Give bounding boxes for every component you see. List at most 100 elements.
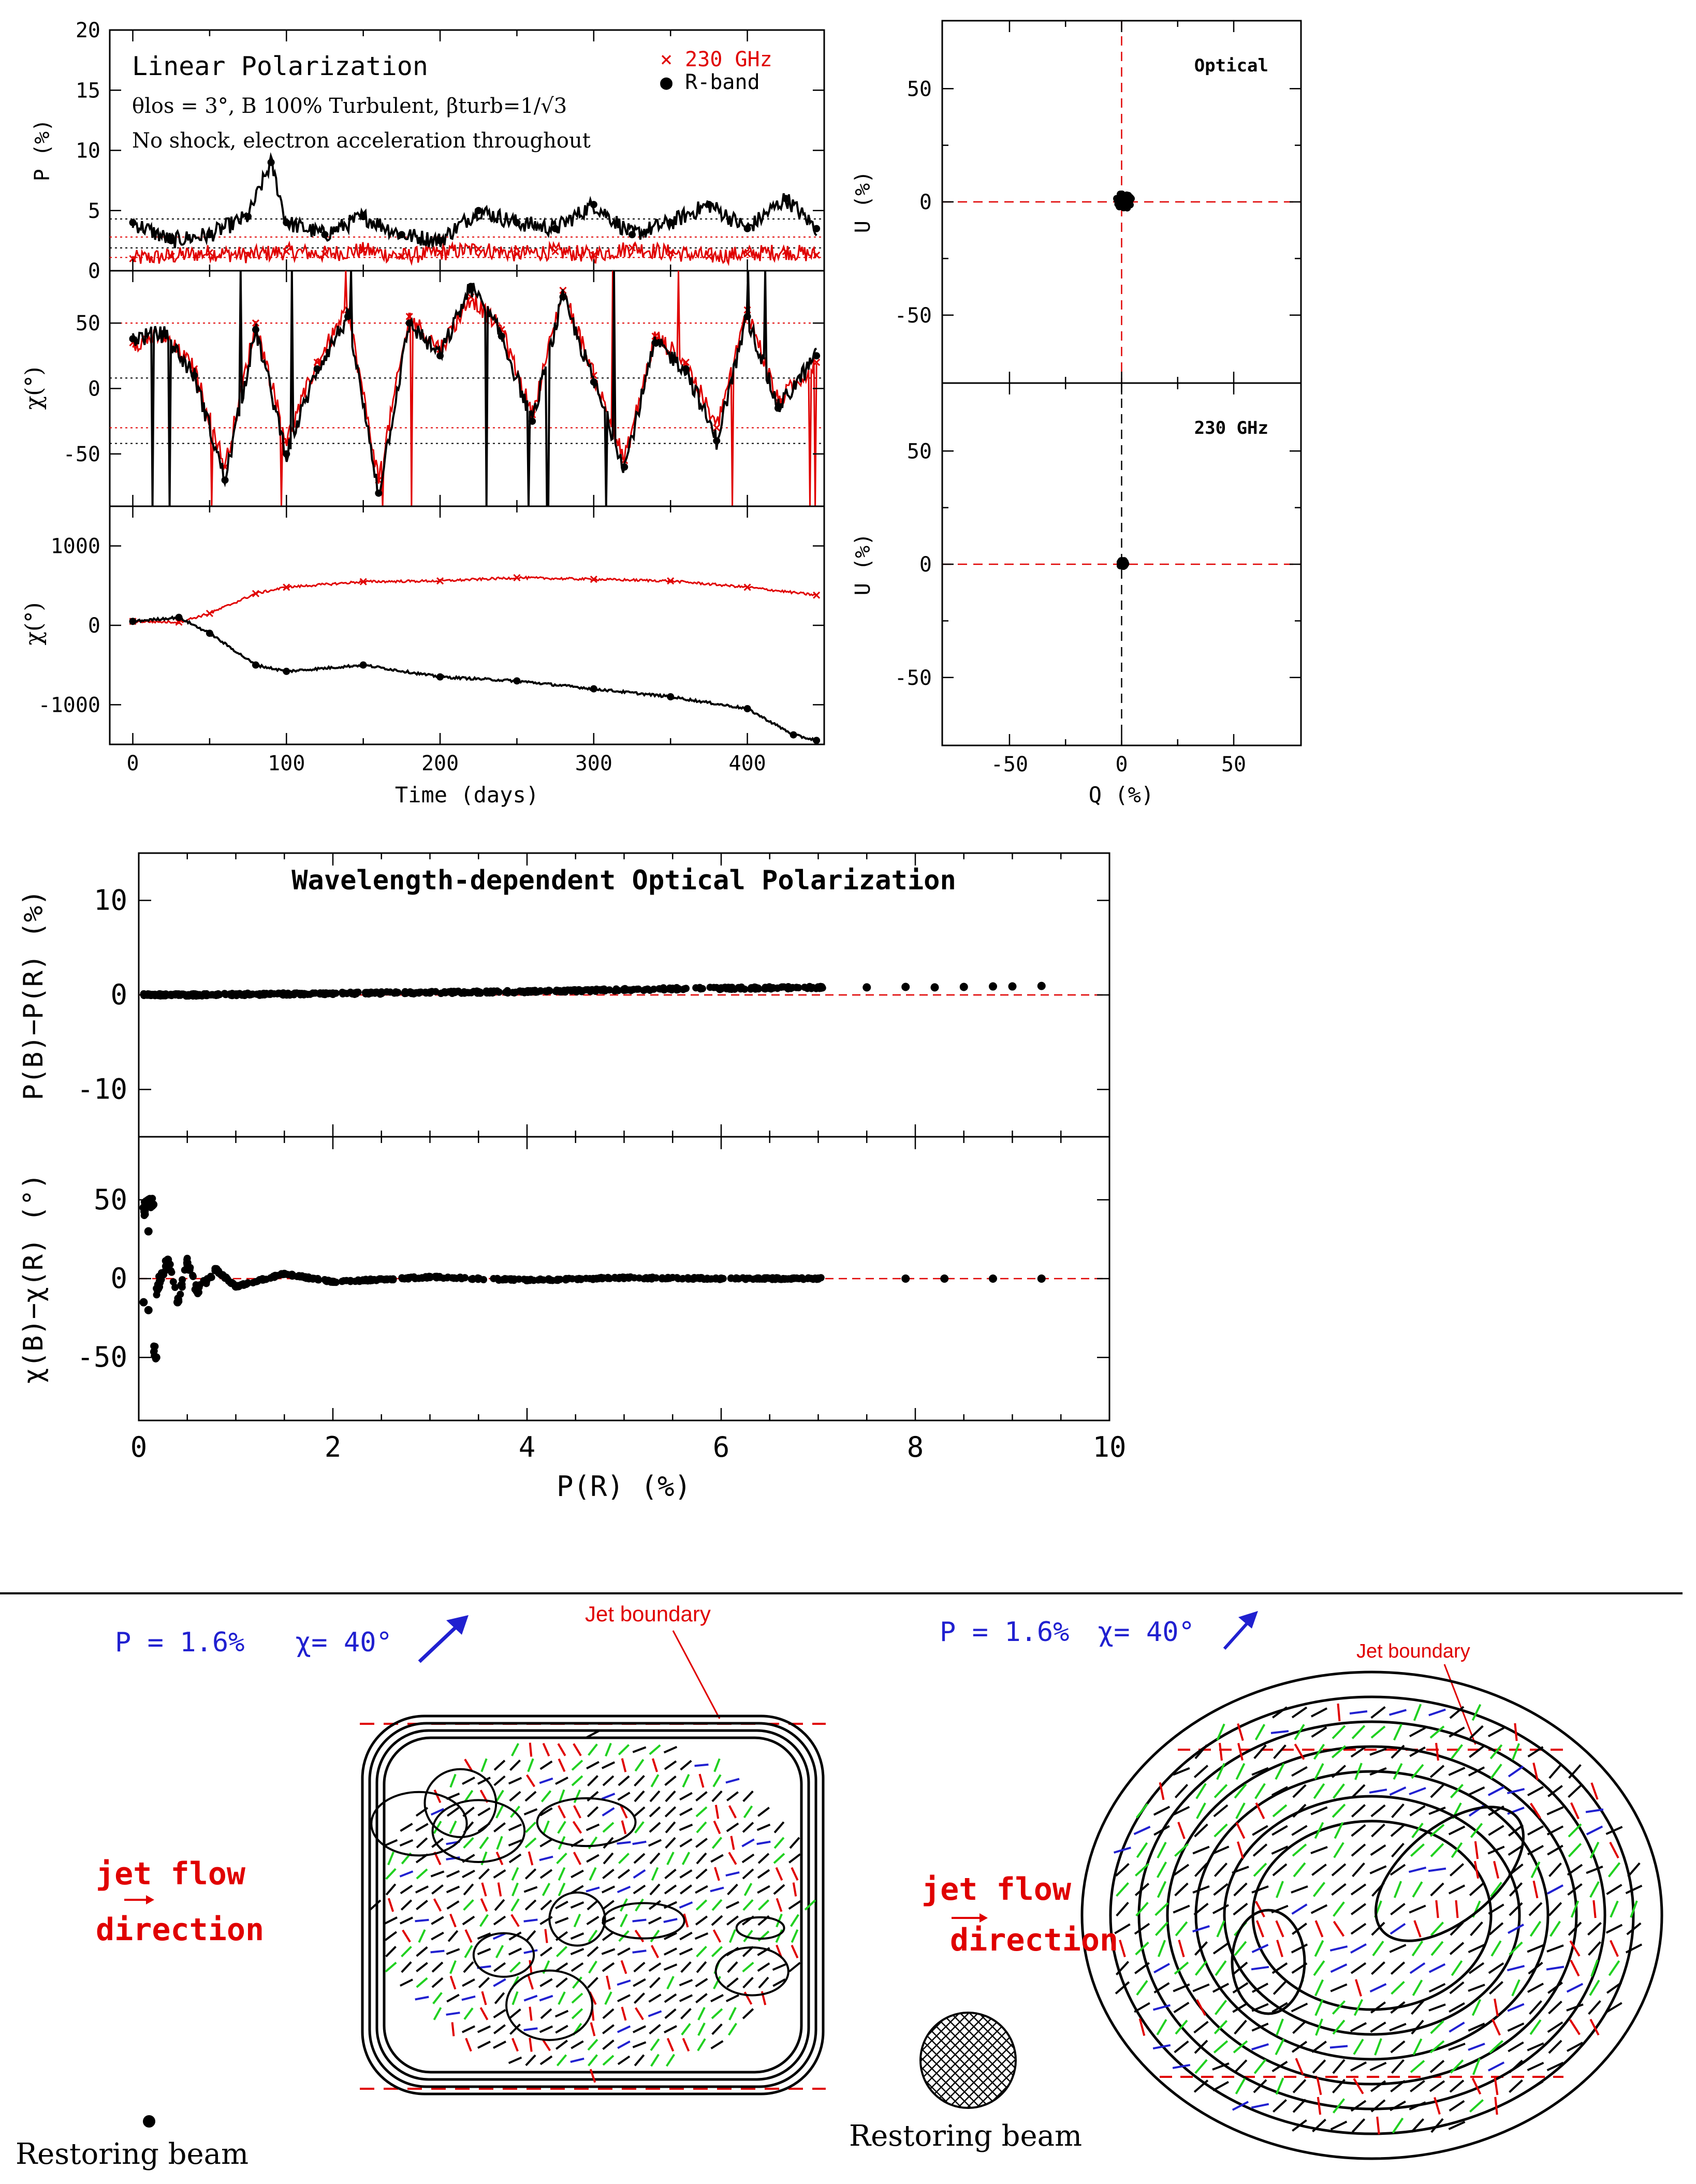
data-point [681,985,689,993]
polarization-vector [415,1885,429,1894]
polarization-vector [741,1838,755,1848]
polarization-vector [416,1868,428,1880]
polarization-vector [680,1961,692,1973]
polarization-vector [572,1821,582,1834]
polarization-vector [1253,1744,1267,1760]
polarization-vector [539,1946,553,1957]
polarization-vector [493,1915,506,1926]
panel-frame [109,505,825,745]
polarization-vector [634,1790,645,1802]
polarization-vector [1390,2040,1406,2054]
polarization-vector [508,1947,522,1956]
polarization-vector [1332,2059,1346,2074]
data-point [231,990,240,999]
data-point [252,319,259,327]
polarization-vector [539,2055,553,2065]
polarization-vector [1213,2020,1228,2034]
polarization-vector [555,1776,568,1785]
polarization-vector [555,1900,568,1910]
data-point [515,1276,523,1283]
data-point [191,372,198,379]
data-point [682,358,690,367]
data-point [129,219,137,226]
polarization-vector [1413,1920,1422,1938]
p-ylabel: P (%) [31,119,54,181]
data-point [513,219,521,226]
x-tick-label: 50 [1221,753,1246,776]
data-point [315,1276,323,1284]
polarization-vector [509,2024,521,2035]
polarization-vector [1429,1824,1445,1837]
polarization-vector [1271,1962,1288,1974]
polarization-vector [1310,1707,1328,1718]
polarization-vector [571,1962,584,1972]
polarization-vector [1527,1825,1544,1836]
polarization-vector [539,1869,553,1879]
polarization-vector [400,1899,413,1911]
polarization-vector [1509,2059,1523,2074]
polarization-vector [1569,1940,1581,1957]
polarization-vector [757,1885,770,1894]
map-left-flow-2: direction [96,1912,264,1948]
polarization-vector [1154,1902,1169,1916]
polarization-vector [1587,1922,1602,1936]
polarization-vector [1292,1923,1307,1935]
polarization-vector [1354,1763,1363,1780]
polarization-vector [1213,1863,1228,1877]
polarization-vector [493,1962,506,1972]
polarization-vector [1157,1881,1167,1898]
polarization-vector [1314,1822,1324,1839]
map-right-vectors [1080,1670,1663,2160]
polarization-vector [650,1929,660,1943]
polarization-vector [620,1960,627,1974]
polarization-vector [742,1868,754,1880]
polarization-vector [493,2041,506,2049]
polarization-vector [664,1993,677,2003]
polarization-vector [1331,1863,1347,1877]
polarization-vector [570,1932,584,1940]
data-point [474,988,483,996]
polarization-vector [1213,2040,1229,2054]
polarization-vector [620,1805,628,1819]
y-tick-label: 50 [907,77,932,101]
polarization-vector [557,1743,566,1756]
polarization-vector [573,1805,581,1819]
polarization-vector [1293,1862,1306,1878]
polarization-vector [1255,1901,1265,1917]
polarization-vector [1311,1864,1327,1876]
data-point [321,231,329,239]
polarization-vector [587,1775,598,1786]
polarization-vector [1174,1961,1189,1975]
polarization-vector [1548,2040,1562,2054]
polarization-vector [1275,2038,1285,2056]
data-point [774,404,782,412]
polarization-vector [1408,1866,1427,1873]
polarization-vector [773,1884,785,1895]
polarization-vector [480,1898,488,1912]
polarization-vector [540,1899,552,1911]
data-point [193,1287,201,1296]
data-point [673,1274,681,1282]
data-point [231,1282,240,1291]
x-tick-label: -50 [991,753,1028,776]
polarization-vector [558,1991,566,2005]
polarization-vector [788,1961,801,1973]
data-point [359,213,367,221]
polarization-vector [1119,1940,1126,1957]
data-point [353,988,361,996]
polarization-vector [664,1806,677,1817]
polarization-vector [679,1947,693,1956]
polarization-vector [1174,1784,1189,1798]
y-tick-label: 0 [88,259,100,283]
data-point [593,985,601,993]
polarization-vector [617,1792,631,1801]
y-tick-label: 0 [88,377,100,401]
data-point [813,225,821,232]
polarization-vector [602,1807,615,1816]
data-point [167,991,175,999]
polarization-vector [1469,1883,1484,1896]
data-point [442,989,449,996]
polarization-vector [1311,1726,1327,1738]
polarization-vector [399,1870,414,1878]
contour [714,1946,789,1997]
